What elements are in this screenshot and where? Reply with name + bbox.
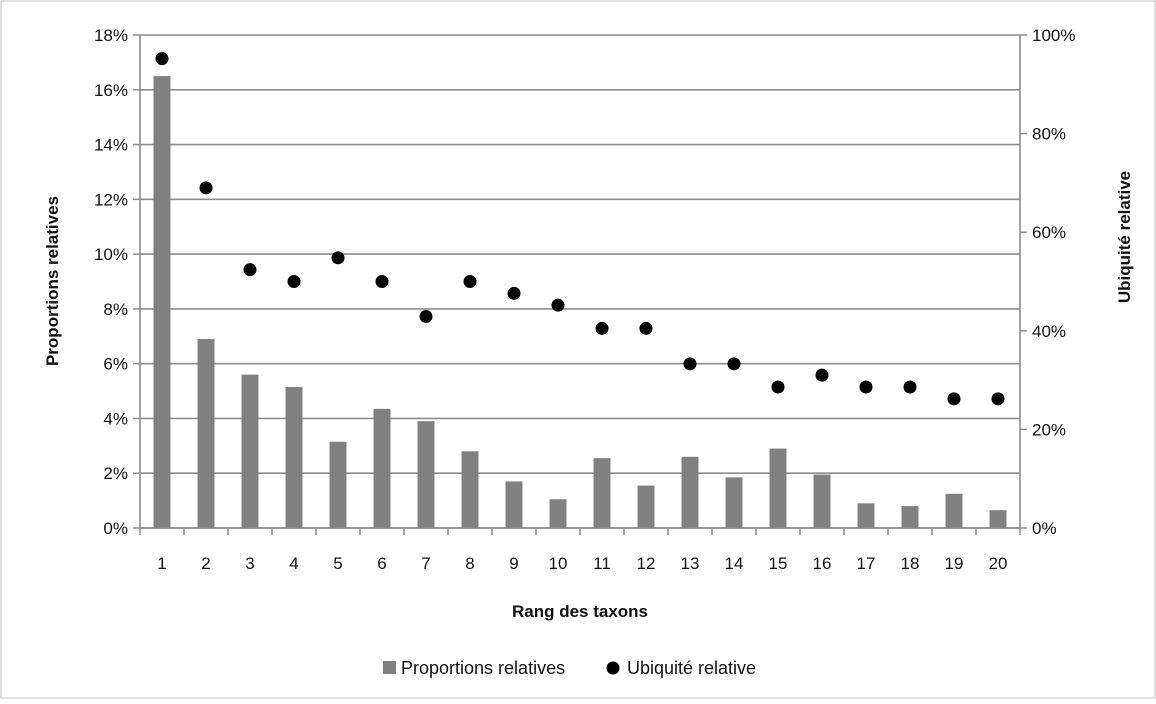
x-tick-label: 14 [725, 554, 744, 573]
x-tick-label: 11 [593, 554, 611, 573]
bar [241, 374, 259, 528]
bar [725, 477, 743, 528]
y-right-tick-label: 60% [1032, 223, 1066, 242]
x-tick-label: 5 [333, 554, 342, 573]
data-point [463, 275, 477, 288]
y-left-axis-title: Proportions relatives [43, 196, 62, 366]
x-tick-label: 1 [157, 554, 166, 573]
tick-labels: 0% 2% 4% 6% 8% 10% 12% 14% 16% 18% 0% 20% 40% 60% 80% 1… [94, 26, 1076, 573]
data-point [375, 275, 389, 288]
data-point [287, 275, 301, 288]
y-left-tick-label: 2% [103, 464, 128, 483]
y-left-tick-label: 10% [94, 245, 128, 264]
y-left-tick-label: 4% [103, 409, 128, 428]
x-tick-label: 2 [201, 554, 210, 573]
bar [989, 510, 1007, 528]
x-tick-label: 19 [945, 554, 964, 573]
y-right-tick-label: 0% [1032, 519, 1057, 538]
x-axis-title: Rang des taxons [512, 602, 648, 621]
x-tick-label: 6 [377, 554, 386, 573]
bar [549, 499, 567, 528]
point-series [155, 52, 1005, 406]
bar [769, 448, 787, 528]
bar [461, 451, 479, 528]
bar [197, 339, 215, 528]
y-left-tick-label: 6% [103, 355, 128, 374]
bar [505, 481, 523, 528]
data-point [771, 380, 785, 394]
x-tick-label: 12 [637, 554, 656, 573]
y-right-tick-label: 80% [1032, 125, 1066, 144]
data-point [727, 357, 741, 371]
x-tick-label: 17 [857, 554, 876, 573]
bar [813, 474, 831, 528]
x-tick-label: 8 [465, 554, 474, 573]
bar [857, 503, 875, 528]
y-right-tick-label: 100% [1032, 26, 1075, 45]
x-tick-label: 13 [681, 554, 700, 573]
data-point [815, 368, 829, 382]
bar [681, 456, 699, 528]
x-tick-label: 10 [549, 554, 568, 573]
legend-label-point: Ubiquité relative [627, 658, 756, 678]
y-right-tick-label: 20% [1032, 420, 1066, 439]
x-tick-label: 15 [769, 554, 788, 573]
y-left-tick-label: 16% [94, 81, 128, 100]
data-point [507, 286, 521, 300]
y-left-tick-label: 8% [103, 300, 128, 319]
bar-series [153, 76, 1007, 528]
y-left-tick-label: 18% [94, 26, 128, 45]
data-point [683, 357, 697, 371]
bar [901, 506, 919, 528]
x-tick-label: 18 [901, 554, 920, 573]
y-left-tick-label: 0% [103, 519, 128, 538]
x-tick-label: 7 [421, 554, 430, 573]
data-point [991, 392, 1005, 406]
data-point [859, 380, 873, 394]
x-tick-label: 20 [989, 554, 1008, 573]
x-tick-label: 4 [289, 554, 298, 573]
legend-swatch-bar [383, 661, 396, 674]
data-point [155, 52, 169, 66]
y-right-axis-title: Ubiquité relative [1115, 171, 1134, 303]
data-point [243, 263, 257, 277]
x-tick-label: 3 [245, 554, 254, 573]
y-right-tick-label: 40% [1032, 322, 1066, 341]
legend-label-bar: Proportions relatives [401, 658, 565, 678]
data-point [947, 392, 961, 406]
data-point [331, 251, 345, 265]
x-tick-label: 16 [813, 554, 832, 573]
bar [417, 421, 435, 528]
bar [285, 386, 303, 528]
bar [637, 485, 655, 528]
axes [133, 34, 1027, 535]
bar [945, 493, 963, 528]
data-point [199, 181, 213, 195]
legend: Proportions relatives Ubiquité relative [383, 658, 756, 678]
x-tick-label: 9 [509, 554, 518, 573]
bar [153, 76, 171, 528]
y-left-tick-label: 14% [94, 136, 128, 155]
data-point [903, 380, 917, 394]
legend-swatch-point [606, 661, 620, 675]
data-point [419, 310, 433, 324]
bar [593, 458, 611, 528]
data-point [639, 321, 653, 335]
y-left-tick-label: 12% [94, 190, 128, 209]
bar [329, 441, 347, 528]
data-point [551, 298, 565, 312]
bar [373, 408, 391, 528]
data-point [595, 321, 609, 335]
